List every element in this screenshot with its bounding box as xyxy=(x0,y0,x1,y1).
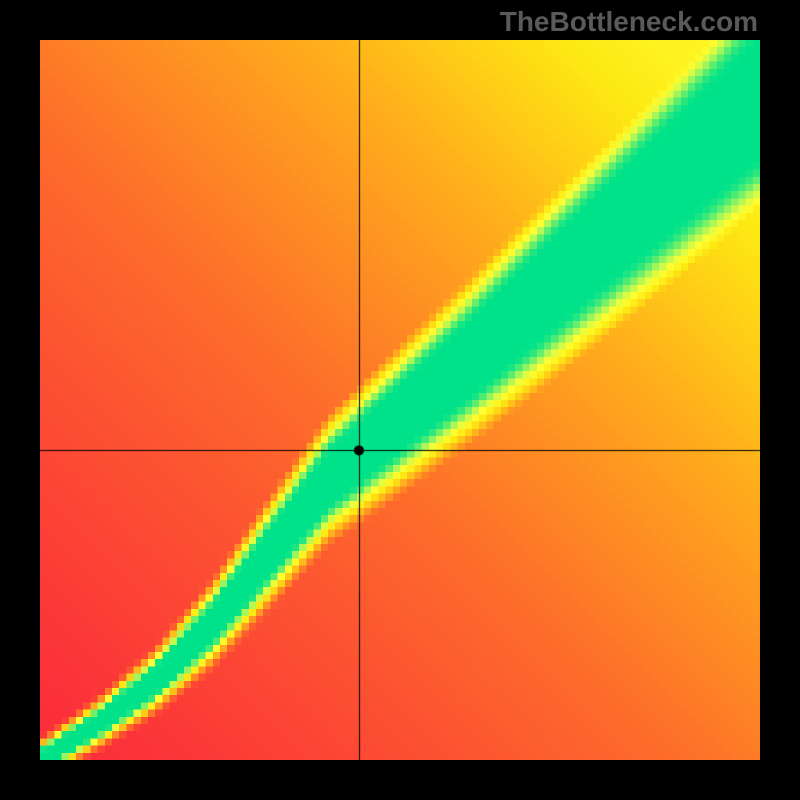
crosshair-overlay xyxy=(0,0,800,800)
chart-container: TheBottleneck.com xyxy=(0,0,800,800)
